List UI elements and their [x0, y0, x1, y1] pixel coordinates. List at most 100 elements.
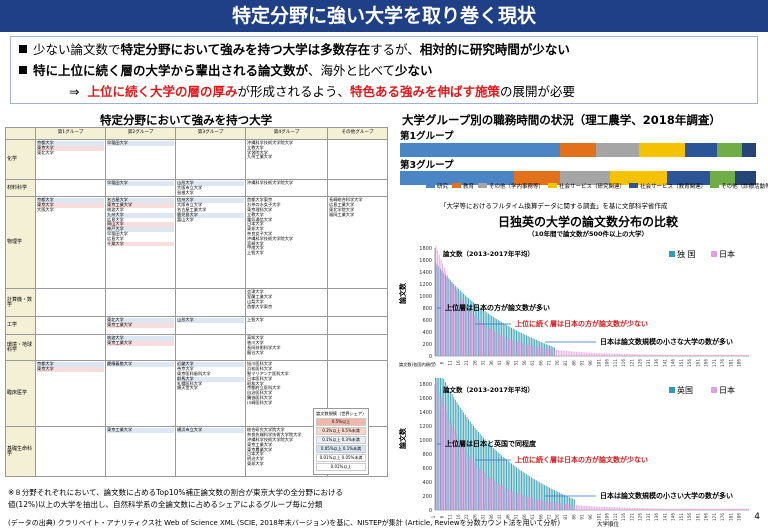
university-name: 順天堂大学: [177, 385, 198, 391]
matrix-cell: 東京工業大学: [105, 426, 176, 478]
x-tick-label: 166: [704, 513, 709, 521]
annotation-text: 上位に続く層は日本の方が論文数が少ない: [515, 455, 648, 464]
data-bar: [714, 354, 716, 356]
x-tick-label: 71: [547, 360, 552, 366]
x-tick-label: 176: [720, 513, 725, 521]
data-bar: [496, 333, 498, 356]
x-tick-label: 116: [621, 359, 626, 367]
data-bar: [518, 494, 520, 510]
x-tick-label: 71: [547, 514, 552, 520]
data-bar: [520, 470, 522, 510]
y-tick-label: 200: [422, 494, 432, 500]
note-line: ※８分野それぞれにおいて、論文数に占めるTop10%補正論文数の割合が東京大学の…: [8, 488, 344, 497]
university-name: 首都大学東京: [247, 197, 273, 203]
data-bar: [728, 508, 730, 510]
data-bar: [466, 296, 468, 356]
data-bar: [746, 508, 748, 510]
data-bar: [518, 342, 520, 356]
data-bar: [552, 502, 554, 510]
data-bar: [698, 354, 700, 356]
matrix-cell: [175, 139, 246, 180]
university-name: 帝京大学: [177, 366, 194, 372]
y-tick-label: 1800: [419, 246, 432, 252]
university-name: 甲南大学: [247, 245, 264, 251]
data-bar: [506, 459, 508, 510]
data-bar: [618, 507, 620, 510]
x-tick-label: 176: [720, 359, 725, 367]
data-bar: [480, 321, 482, 356]
annotation-text: 上位に続く層は日本の方が論文数が少ない: [515, 319, 648, 328]
university-name: 東京工業大学: [107, 322, 174, 328]
data-bar: [470, 458, 472, 510]
data-bar: [691, 354, 693, 356]
data-bar: [465, 305, 467, 356]
data-bar: [640, 508, 642, 510]
data-bar: [708, 508, 710, 510]
data-bar: [670, 354, 672, 356]
data-bar: [506, 338, 508, 356]
data-bar: [584, 352, 586, 356]
x-tick-label: 36: [489, 360, 494, 366]
data-bar: [635, 354, 637, 356]
university-name: 東北大学: [37, 149, 54, 155]
matrix-cell: [327, 178, 388, 198]
university-name: 会津大学: [247, 289, 264, 295]
data-bar: [590, 506, 592, 510]
matrix-cell: 京都大学 東京大学 東北大学: [35, 139, 106, 180]
data-bar: [701, 354, 703, 356]
matrix-cell: 名古屋大学 東京工業大学 筑波大学 九州大学 広島大学 岡山大学 神戸大学 早稲田大学 広島大学…: [105, 196, 176, 290]
data-bar: [486, 441, 488, 510]
data-bar: [686, 508, 688, 510]
data-bar: [493, 331, 495, 356]
x-tick-label: 31: [481, 514, 486, 520]
data-bar: [694, 354, 696, 356]
university-name: 早稲田大学: [107, 181, 174, 186]
matrix-cell: [35, 288, 106, 318]
time-bar-segment: [610, 171, 667, 185]
share-legend: 論文数規模（世界シェア） 0.5%以上 0.3%以上 0.5%未満 0.1%以上 0…: [313, 408, 369, 475]
data-bar: [497, 320, 499, 356]
university-name: 沖縄科学技術大学院大学: [247, 180, 294, 185]
data-bar: [508, 338, 510, 356]
matrix-cell: 慶應義塾大学: [105, 360, 176, 428]
time-section-title: 大学グループ別の職務時間の状況（理工農学、2018年調査）: [402, 113, 721, 127]
data-bar: [655, 508, 657, 510]
university-name: 京都大学: [37, 141, 104, 146]
x-tick-label: 21: [464, 360, 469, 366]
data-bar: [477, 431, 479, 510]
x-tick-label: 151: [679, 513, 684, 521]
data-bar: [630, 507, 632, 510]
data-bar: [525, 474, 527, 510]
university-name: 東邦大学: [247, 460, 264, 466]
data-bar: [618, 353, 620, 356]
x-tick-label: 26: [472, 360, 477, 366]
legend-swatch: [548, 183, 558, 188]
data-bar: [556, 349, 558, 356]
data-bar: [451, 282, 453, 356]
university-name: 奈良先端科学技術大学院大学: [247, 432, 302, 438]
x-tick-label: 96: [588, 514, 593, 520]
matrix-cell: [35, 178, 106, 198]
data-bar: [521, 343, 523, 356]
data-bar: [562, 350, 564, 356]
data-bar: [504, 458, 506, 510]
data-bar: [549, 487, 551, 510]
x-tick-label: 61: [530, 360, 535, 366]
university-name: 沖縄科学技術大学院大学: [247, 140, 294, 145]
data-bar: [477, 306, 479, 356]
data-bar: [471, 313, 473, 356]
data-bar: [524, 496, 526, 510]
data-bar: [546, 501, 548, 510]
time-bar-segment: [741, 143, 756, 157]
matrix-row: 化学 京都大学 東京大学 東北大学 早稲田大学 沖縄科学技術大学院大学 立教大学 学習院大学九…: [5, 139, 388, 180]
data-bar: [747, 508, 749, 510]
data-bar: [544, 348, 546, 356]
data-bar: [499, 485, 501, 510]
data-bar: [442, 263, 444, 356]
data-bar: [540, 483, 542, 510]
x-tick-label: 56: [522, 514, 527, 520]
data-bar: [491, 446, 493, 510]
time-bar-group1: [400, 143, 756, 157]
data-bar: [726, 354, 728, 356]
data-bar: [547, 348, 549, 356]
